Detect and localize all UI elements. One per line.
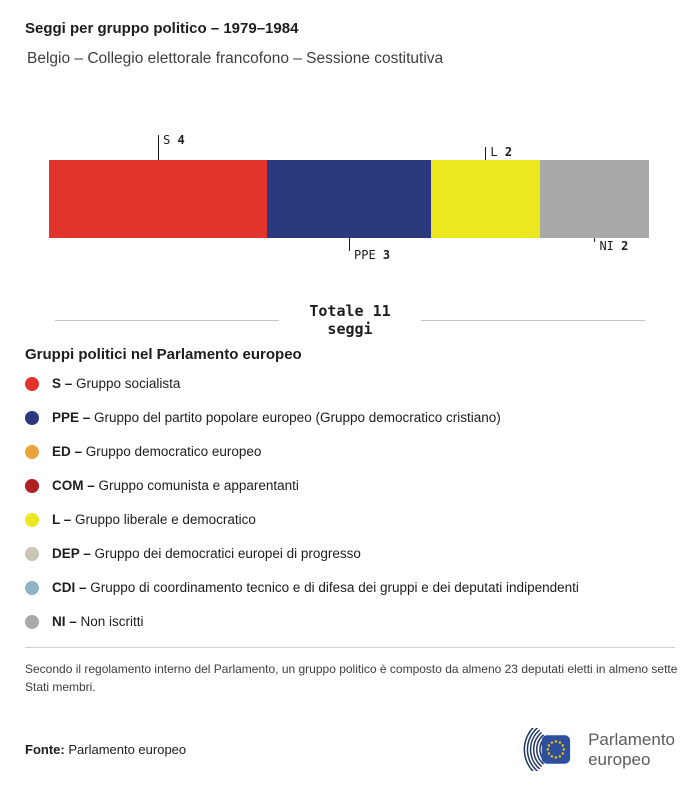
legend-text-cdi: CDI – Gruppo di coordinamento tecnico e … [52, 579, 579, 597]
total-sublabel: seggi [327, 320, 373, 338]
legend-abbr: PPE – [52, 410, 91, 425]
page-subtitle: Belgio – Collegio elettorale francofono … [27, 50, 444, 67]
legend-text-s: S – Gruppo socialista [52, 375, 180, 393]
bar-chart: S 4 PPE 3 L 2 NI 2 [49, 128, 651, 268]
legend-abbr: NI – [52, 614, 77, 629]
legend-label: Gruppo dei democratici europei di progre… [94, 546, 361, 561]
footer: Fonte: Parlamento europeo [25, 728, 675, 771]
header: Seggi per gruppo politico – 1979–1984 Be… [0, 0, 700, 68]
legend-abbr: COM – [52, 478, 95, 493]
bar-label-ni: NI 2 [599, 239, 629, 253]
legend-label: Gruppo del partito popolare europeo (Gru… [94, 410, 501, 425]
bar-segment-ni[interactable] [539, 160, 649, 238]
page-title: Seggi per gruppo politico – 1979–1984 [25, 20, 299, 37]
legend-abbr: S – [52, 376, 73, 391]
eu-flag-stars [546, 740, 566, 759]
legend-item-s: S – Gruppo socialista [25, 375, 675, 393]
legend-text-ed: ED – Gruppo democratico europeo [52, 443, 261, 461]
legend: Gruppi politici nel Parlamento europeo S… [0, 346, 700, 631]
legend-label: Gruppo di coordinamento tecnico e di dif… [90, 580, 579, 595]
legend-item-ni: NI – Non iscritti [25, 613, 675, 631]
divider-line-right [420, 319, 645, 321]
european-parliament-logo[interactable]: Parlamento europeo [515, 728, 675, 771]
legend-item-ed: ED – Gruppo democratico europeo [25, 443, 675, 461]
divider-line-left [55, 319, 280, 321]
legend-item-dep: DEP – Gruppo dei democratici europei di … [25, 545, 675, 563]
legend-text-l: L – Gruppo liberale e democratico [52, 511, 256, 529]
total-text: Totale 11 seggi [309, 302, 390, 338]
bar-segment-s[interactable] [49, 160, 268, 238]
legend-dot-ed [25, 445, 39, 459]
source-value: Parlamento europeo [68, 742, 187, 757]
legend-item-com: COM – Gruppo comunista e apparentanti [25, 477, 675, 495]
logo-line2: europeo [588, 749, 651, 769]
bar-label-s: S 4 [163, 133, 185, 147]
legend-text-dep: DEP – Gruppo dei democratici europei di … [52, 545, 361, 563]
legend-label: Gruppo democratico europeo [85, 444, 262, 459]
legend-item-cdi: CDI – Gruppo di coordinamento tecnico e … [25, 579, 675, 597]
legend-text-ppe: PPE – Gruppo del partito popolare europe… [52, 409, 501, 427]
legend-dot-ni [25, 615, 39, 629]
bar-segment-ppe[interactable] [267, 160, 431, 238]
footnote: Secondo il regolamento interno del Parla… [25, 662, 678, 694]
callout-line-ni [594, 238, 596, 242]
stacked-bar [49, 160, 649, 238]
bar-label-l: L 2 [490, 145, 513, 159]
legend-text-ni: NI – Non iscritti [52, 613, 144, 631]
legend-dot-l [25, 513, 39, 527]
legend-dot-cdi [25, 581, 39, 595]
legend-abbr: DEP – [52, 546, 91, 561]
legend-label: Gruppo comunista e apparentanti [98, 478, 299, 493]
legend-label: Non iscritti [80, 614, 144, 629]
legend-dot-s [25, 377, 39, 391]
legend-title: Gruppi politici nel Parlamento europeo [25, 346, 302, 363]
legend-dot-com [25, 479, 39, 493]
legend-abbr: L – [52, 512, 72, 527]
legend-item-l: L – Gruppo liberale e democratico [25, 511, 675, 529]
legend-item-ppe: PPE – Gruppo del partito popolare europe… [25, 409, 675, 427]
bar-segment-l[interactable] [430, 160, 540, 238]
callout-line-l [485, 147, 487, 160]
callout-line-s [158, 135, 160, 160]
total-seats: Totale 11 seggi [55, 302, 645, 338]
total-label: Totale 11 [309, 302, 391, 320]
legend-dot-ppe [25, 411, 39, 425]
legend-abbr: ED – [52, 444, 83, 459]
legend-label: Gruppo liberale e democratico [75, 512, 256, 527]
source: Fonte: Parlamento europeo [25, 742, 186, 757]
legend-dot-dep [25, 547, 39, 561]
legend-label: Gruppo socialista [76, 376, 181, 391]
callout-line-ppe [349, 238, 350, 251]
bar-label-ppe: PPE 3 [354, 248, 391, 262]
legend-text-com: COM – Gruppo comunista e apparentanti [52, 477, 299, 495]
logo-line1: Parlamento [588, 729, 675, 749]
footer-divider [25, 647, 675, 648]
legend-abbr: CDI – [52, 580, 87, 595]
eu-parliament-logo-mark [523, 728, 571, 771]
logo-wordmark: Parlamento europeo [588, 730, 675, 769]
source-label: Fonte: [25, 742, 65, 757]
